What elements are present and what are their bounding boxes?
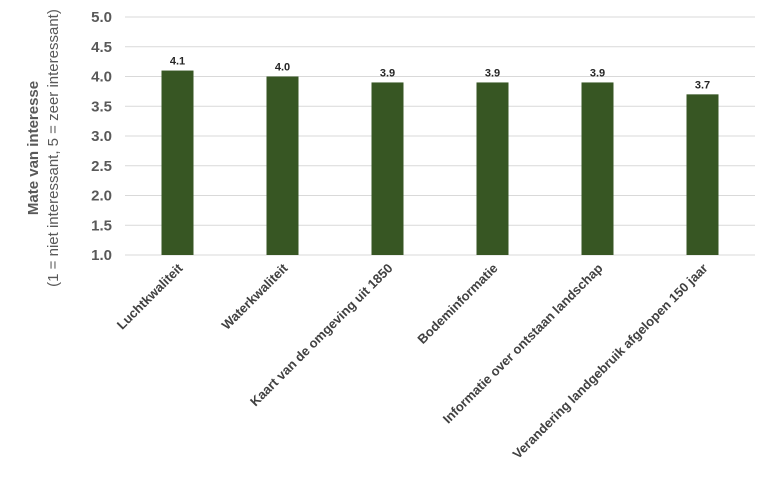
bar [266,76,299,255]
bar [371,82,404,255]
y-tick-label: 1.0 [91,247,112,264]
y-axis-label: Mate van interesse (1 = niet interessant… [25,9,62,287]
data-label: 3.9 [590,67,605,79]
bars [161,70,719,255]
y-tick-label: 4.5 [91,39,112,56]
y-tick-label: 1.5 [91,217,112,234]
data-label: 3.9 [380,67,395,79]
gridlines [125,16,755,256]
bar [476,82,509,255]
data-labels: 4.1 4.0 3.9 3.9 3.9 3.7 [170,56,710,92]
x-category-label: Verandering landgebruik afgelopen 150 ja… [509,261,710,462]
data-label: 3.9 [485,67,500,79]
y-axis-title: Mate van interesse [25,81,42,215]
data-label: 3.7 [695,79,710,91]
bar [581,82,614,255]
y-tick-label: 2.5 [91,158,112,175]
x-category-label: Bodeminformatie [414,261,500,347]
y-tick-label: 2.0 [91,188,112,205]
y-axis-subtitle: (1 = niet interessant, 5 = zeer interess… [45,9,62,287]
data-label: 4.0 [275,62,290,74]
y-tick-label: 5.0 [91,9,112,26]
y-axis-ticks: 1.0 1.5 2.0 2.5 3.0 3.5 4.0 4.5 5.0 [91,9,112,264]
bar [686,94,719,255]
y-tick-label: 3.5 [91,98,112,115]
y-tick-label: 3.0 [91,128,112,145]
x-category-label: Waterkwaliteit [219,260,292,333]
x-category-label: Luchtkwaliteit [114,260,186,332]
data-label: 4.1 [170,56,185,68]
y-tick-label: 4.0 [91,69,112,86]
bar [161,70,194,255]
